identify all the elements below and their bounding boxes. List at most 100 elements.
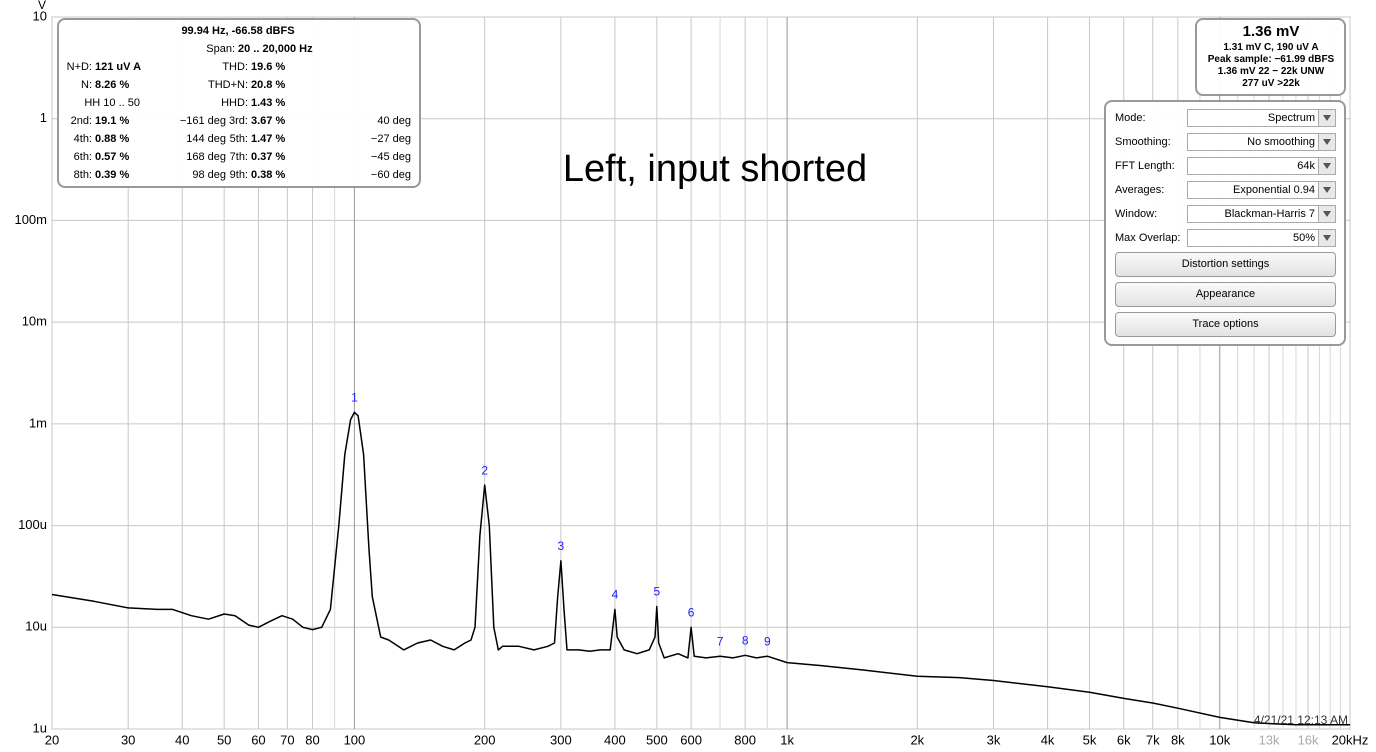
harmonic-label: 3 <box>558 539 565 553</box>
dropdown[interactable]: Exponential 0.94 <box>1187 181 1336 199</box>
stats-phase: 144 deg <box>186 133 226 145</box>
stats-label: THD+N: <box>207 79 248 91</box>
dropdown-arrow[interactable] <box>1318 158 1335 174</box>
level-line: 1.31 mV C, 190 uV A <box>1223 42 1319 53</box>
stats-label: 7th: <box>229 151 248 163</box>
y-tick-label: 100u <box>18 517 47 532</box>
x-tick-label: 400 <box>604 732 626 747</box>
dropdown[interactable]: Spectrum <box>1187 109 1336 127</box>
harmonic-label: 1 <box>351 390 358 404</box>
x-tick-label: 500 <box>646 732 668 747</box>
stats-value: 1.43 % <box>251 97 286 109</box>
button[interactable]: Distortion settings <box>1115 252 1336 277</box>
dropdown-arrow[interactable] <box>1318 110 1335 126</box>
harmonic-label: 8 <box>742 634 749 648</box>
stats-label: 8th: <box>73 169 92 181</box>
stats-label: 2nd: <box>70 115 92 127</box>
dropdown-arrow[interactable] <box>1318 134 1335 150</box>
x-tick-label: 80 <box>305 732 319 747</box>
x-tick-label: 16k <box>1298 732 1319 747</box>
level-panel <box>1195 18 1346 96</box>
y-axis-label: V <box>38 0 46 12</box>
stats-header: 99.94 Hz, -66.58 dBFS <box>181 25 295 37</box>
stats-label: HHD: <box>221 97 248 109</box>
stats-value: 0.39 % <box>95 169 130 181</box>
harmonic-label: 9 <box>764 634 771 648</box>
x-tick-label: 20 <box>45 732 59 747</box>
spectrum-trace <box>51 411 1350 726</box>
stats-value: 0.88 % <box>95 133 130 145</box>
stats-phase: −45 deg <box>370 151 411 163</box>
stats-phase: −161 deg <box>179 115 226 127</box>
stats-value: 19.1 % <box>95 115 130 127</box>
stats-label: 6th: <box>73 151 92 163</box>
y-tick-label: 1m <box>29 415 47 430</box>
y-tick-label: 1u <box>33 720 47 735</box>
stats-value: 0.38 % <box>251 169 286 181</box>
stats-label: HH 10 .. 50 <box>84 97 140 109</box>
level-main: 1.36 mV <box>1242 23 1300 40</box>
dropdown-arrow[interactable] <box>1318 182 1335 198</box>
level-line: Peak sample: −61.99 dBFS <box>1207 54 1335 65</box>
y-tick-label: 10u <box>25 619 47 634</box>
button[interactable]: Appearance <box>1115 282 1336 307</box>
x-tick-label: 20kHz <box>1332 732 1369 747</box>
x-tick-label: 600 <box>680 732 702 747</box>
dropdown-arrow[interactable] <box>1318 206 1335 222</box>
x-tick-label: 5k <box>1083 732 1097 747</box>
stats-label: N: <box>81 79 92 91</box>
stats-phase: 98 deg <box>192 169 226 181</box>
dropdown[interactable]: 64k <box>1187 157 1336 175</box>
stats-value: 0.57 % <box>95 151 130 163</box>
stats-label: N+D: <box>66 61 92 73</box>
dropdown-arrow[interactable] <box>1318 230 1335 246</box>
dropdown[interactable]: No smoothing <box>1187 133 1336 151</box>
setting-label: FFT Length: <box>1115 160 1175 172</box>
stats-value: 8.26 % <box>95 79 130 91</box>
setting-label: Max Overlap: <box>1115 232 1181 244</box>
x-tick-label: 300 <box>550 732 572 747</box>
harmonic-label: 7 <box>717 634 724 648</box>
x-tick-label: 60 <box>251 732 265 747</box>
stats-phase: 40 deg <box>377 115 411 127</box>
harmonic-label: 2 <box>481 463 488 477</box>
stats-phase: 168 deg <box>186 151 226 163</box>
stats-label: 4th: <box>73 133 92 145</box>
x-tick-label: 800 <box>734 732 756 747</box>
x-tick-label: 100 <box>344 732 366 747</box>
dropdown[interactable]: 50% <box>1187 229 1336 247</box>
x-tick-label: 30 <box>121 732 135 747</box>
stats-value: 3.67 % <box>251 115 286 127</box>
button[interactable]: Trace options <box>1115 312 1336 337</box>
x-tick-label: 8k <box>1171 732 1185 747</box>
x-tick-label: 13k <box>1259 732 1280 747</box>
stats-label: 5th: <box>229 133 248 145</box>
x-tick-label: 70 <box>280 732 294 747</box>
x-tick-label: 10k <box>1209 732 1230 747</box>
harmonic-label: 5 <box>653 585 660 599</box>
stats-value: 0.37 % <box>251 151 286 163</box>
stats-value: 20 .. 20,000 Hz <box>238 43 313 55</box>
stats-value: 121 uV A <box>95 61 142 73</box>
y-tick-label: 100m <box>14 212 47 227</box>
x-tick-label: 6k <box>1117 732 1131 747</box>
x-tick-label: 50 <box>217 732 231 747</box>
setting-label: Window: <box>1115 208 1158 220</box>
stats-panel <box>57 18 421 188</box>
level-line: 1.36 mV 22 − 22k UNW <box>1217 66 1325 77</box>
x-tick-label: 2k <box>910 732 924 747</box>
chart-title: Left, input shorted <box>563 148 867 190</box>
stats-label: 3rd: <box>229 115 248 127</box>
x-tick-label: 7k <box>1146 732 1160 747</box>
y-tick-label: 10 <box>33 8 47 23</box>
harmonic-label: 4 <box>612 588 619 602</box>
y-tick-label: 1 <box>40 110 47 125</box>
stats-phase: −27 deg <box>370 133 411 145</box>
setting-label: Mode: <box>1115 112 1146 124</box>
stats-value: 20.8 % <box>251 79 286 91</box>
setting-label: Smoothing: <box>1115 136 1171 148</box>
stats-label: Span: <box>206 43 235 55</box>
stats-label: 9th: <box>229 169 248 181</box>
dropdown[interactable]: Blackman-Harris 7 <box>1187 205 1336 223</box>
stats-phase: −60 deg <box>370 169 411 181</box>
